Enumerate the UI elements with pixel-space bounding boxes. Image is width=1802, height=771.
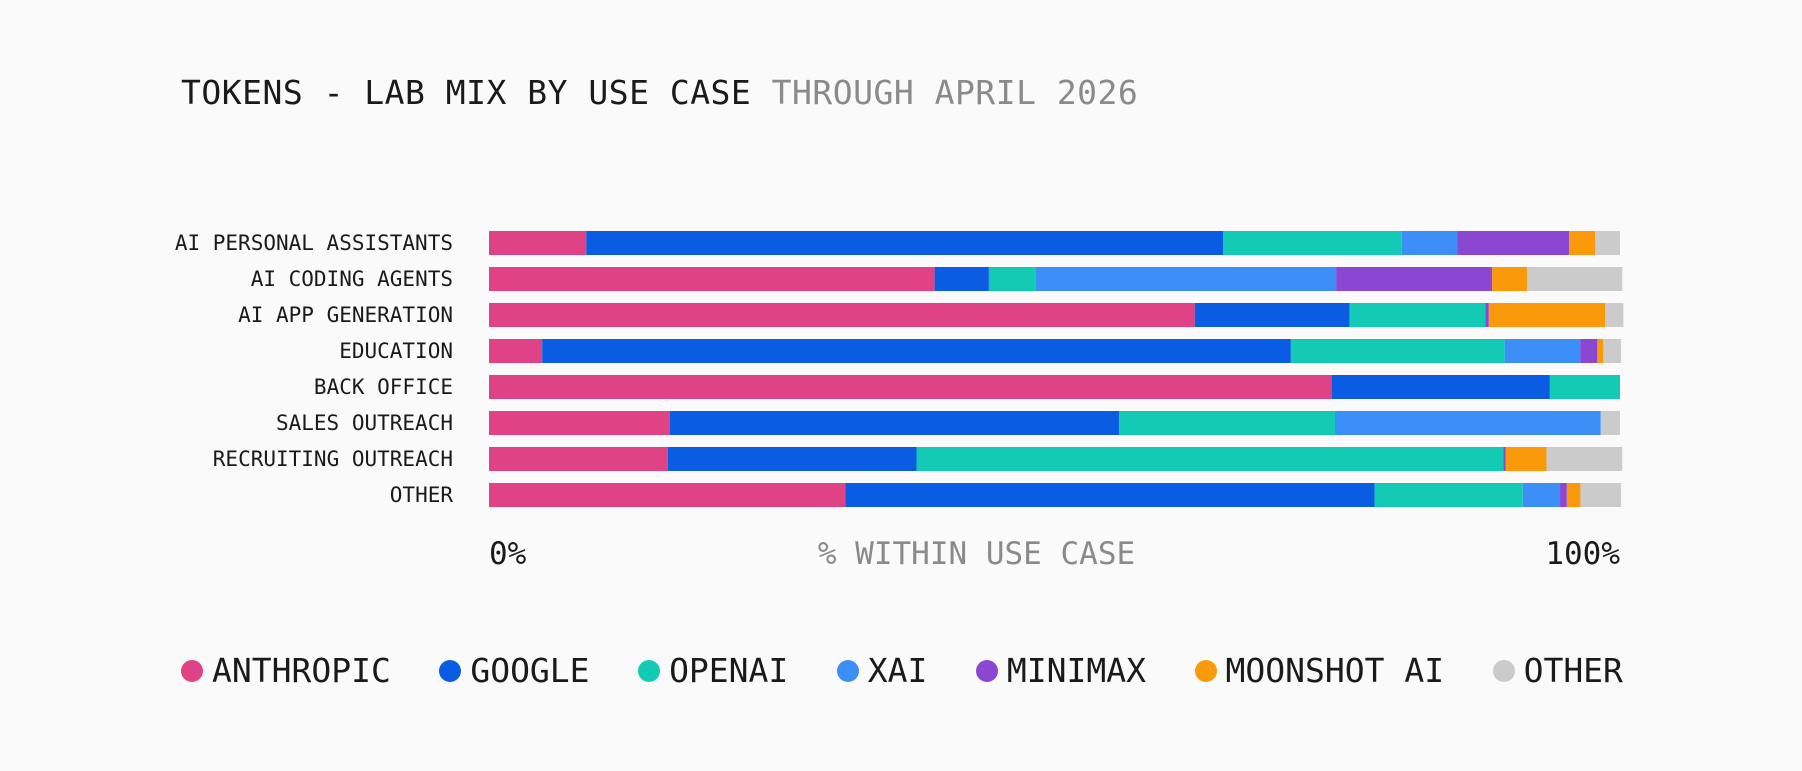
bar-segment-anthropic bbox=[489, 375, 1332, 399]
bar-segment-other bbox=[1546, 447, 1623, 471]
category-label: RECRUITING OUTREACH bbox=[213, 447, 453, 471]
bar-segment-moonshot-ai bbox=[1488, 303, 1606, 327]
x-tick-label: 0% bbox=[489, 536, 527, 572]
legend-swatch bbox=[1194, 659, 1217, 682]
bar-segment-anthropic bbox=[489, 447, 668, 471]
legend-item: XAI bbox=[836, 651, 928, 690]
bar-segment-minimax bbox=[1560, 483, 1567, 507]
bar-segment-openai bbox=[1118, 411, 1335, 435]
bar-segment-minimax bbox=[1336, 267, 1493, 291]
bar-segment-moonshot-ai bbox=[1597, 339, 1604, 363]
legend-item: ANTHROPIC bbox=[181, 651, 391, 690]
category-label: EDUCATION bbox=[339, 339, 453, 363]
legend-item: MINIMAX bbox=[975, 651, 1146, 690]
chart-title: TOKENS - LAB MIX BY USE CASE THROUGH APR… bbox=[181, 73, 1138, 112]
bar-segment-minimax bbox=[1503, 447, 1506, 471]
bar-segment-moonshot-ai bbox=[1492, 267, 1528, 291]
legend-item: GOOGLE bbox=[439, 651, 590, 690]
bar-segment-google bbox=[586, 231, 1224, 255]
bar-segment-openai bbox=[1549, 375, 1620, 399]
bar-segment-xai bbox=[1334, 411, 1601, 435]
legend-item: OPENAI bbox=[638, 651, 788, 690]
bar-segment-other bbox=[1595, 231, 1620, 255]
category-label: SALES OUTREACH bbox=[276, 411, 453, 435]
bar-segment-minimax bbox=[1485, 303, 1489, 327]
chart-subtitle: THROUGH APRIL 2026 bbox=[771, 73, 1139, 112]
bar-segment-google bbox=[934, 267, 989, 291]
category-label: BACK OFFICE bbox=[314, 375, 453, 399]
category-label: OTHER bbox=[390, 483, 454, 507]
bar-segment-google bbox=[669, 411, 1119, 435]
legend-item: OTHER bbox=[1492, 651, 1623, 690]
legend-swatch bbox=[181, 659, 203, 682]
bar-segment-google bbox=[1194, 303, 1350, 327]
legend-label: GOOGLE bbox=[470, 651, 590, 690]
legend-label: OPENAI bbox=[669, 651, 789, 690]
bar-segment-anthropic bbox=[489, 411, 670, 435]
bar-segment-other bbox=[1580, 483, 1622, 507]
bar-segment-moonshot-ai bbox=[1569, 231, 1596, 255]
legend-label: XAI bbox=[867, 651, 928, 690]
bar-segment-openai bbox=[1223, 231, 1402, 255]
bar-segment-moonshot-ai bbox=[1566, 483, 1581, 507]
bar-segment-other bbox=[1605, 303, 1624, 327]
legend-swatch bbox=[439, 659, 462, 682]
legend-swatch bbox=[975, 659, 998, 682]
bar-segment-anthropic bbox=[489, 483, 846, 507]
bar-segment-openai bbox=[1290, 339, 1505, 363]
bar-segment-anthropic bbox=[489, 267, 935, 291]
bar-segment-minimax bbox=[1580, 339, 1598, 363]
bar-segment-xai bbox=[1522, 483, 1561, 507]
bar-segment-other bbox=[1600, 411, 1620, 435]
bar-segment-openai bbox=[916, 447, 1504, 471]
bar-segment-google bbox=[845, 483, 1375, 507]
bar-segment-google bbox=[542, 339, 1291, 363]
legend-swatch bbox=[1492, 659, 1515, 682]
category-label: AI CODING AGENTS bbox=[251, 267, 453, 291]
bar-segment-google bbox=[1331, 375, 1550, 399]
legend-label: ANTHROPIC bbox=[212, 651, 391, 690]
bar-segment-xai bbox=[1401, 231, 1458, 255]
legend-label: OTHER bbox=[1523, 651, 1623, 690]
legend-item: MOONSHOT AI bbox=[1194, 651, 1445, 690]
bar-segment-other bbox=[1527, 267, 1623, 291]
legend-swatch bbox=[638, 659, 661, 682]
bar-segment-xai bbox=[1504, 339, 1581, 363]
chart-title-main: TOKENS - LAB MIX BY USE CASE bbox=[181, 73, 752, 112]
bar-segment-other bbox=[1603, 339, 1622, 363]
x-axis-label: % WITHIN USE CASE bbox=[818, 536, 1135, 572]
category-label: AI PERSONAL ASSISTANTS bbox=[175, 231, 453, 255]
bar-segment-openai bbox=[1349, 303, 1486, 327]
legend-label: MINIMAX bbox=[1006, 651, 1146, 690]
bar-segment-openai bbox=[988, 267, 1036, 291]
bar-segment-xai bbox=[1035, 267, 1337, 291]
category-label: AI APP GENERATION bbox=[238, 303, 453, 327]
legend-label: MOONSHOT AI bbox=[1225, 651, 1445, 690]
bar-segment-anthropic bbox=[489, 231, 587, 255]
bar-segment-anthropic bbox=[489, 303, 1195, 327]
bar-segment-openai bbox=[1374, 483, 1523, 507]
bar-segment-anthropic bbox=[489, 339, 543, 363]
legend-swatch bbox=[836, 659, 859, 682]
bar-segment-google bbox=[667, 447, 917, 471]
bar-segment-moonshot-ai bbox=[1505, 447, 1547, 471]
chart-legend: ANTHROPIC GOOGLE OPENAI XAI MINIMAX MOONSHOT … bbox=[181, 651, 1623, 690]
bar-segment-minimax bbox=[1457, 231, 1570, 255]
x-tick-label: 100% bbox=[1545, 536, 1620, 572]
